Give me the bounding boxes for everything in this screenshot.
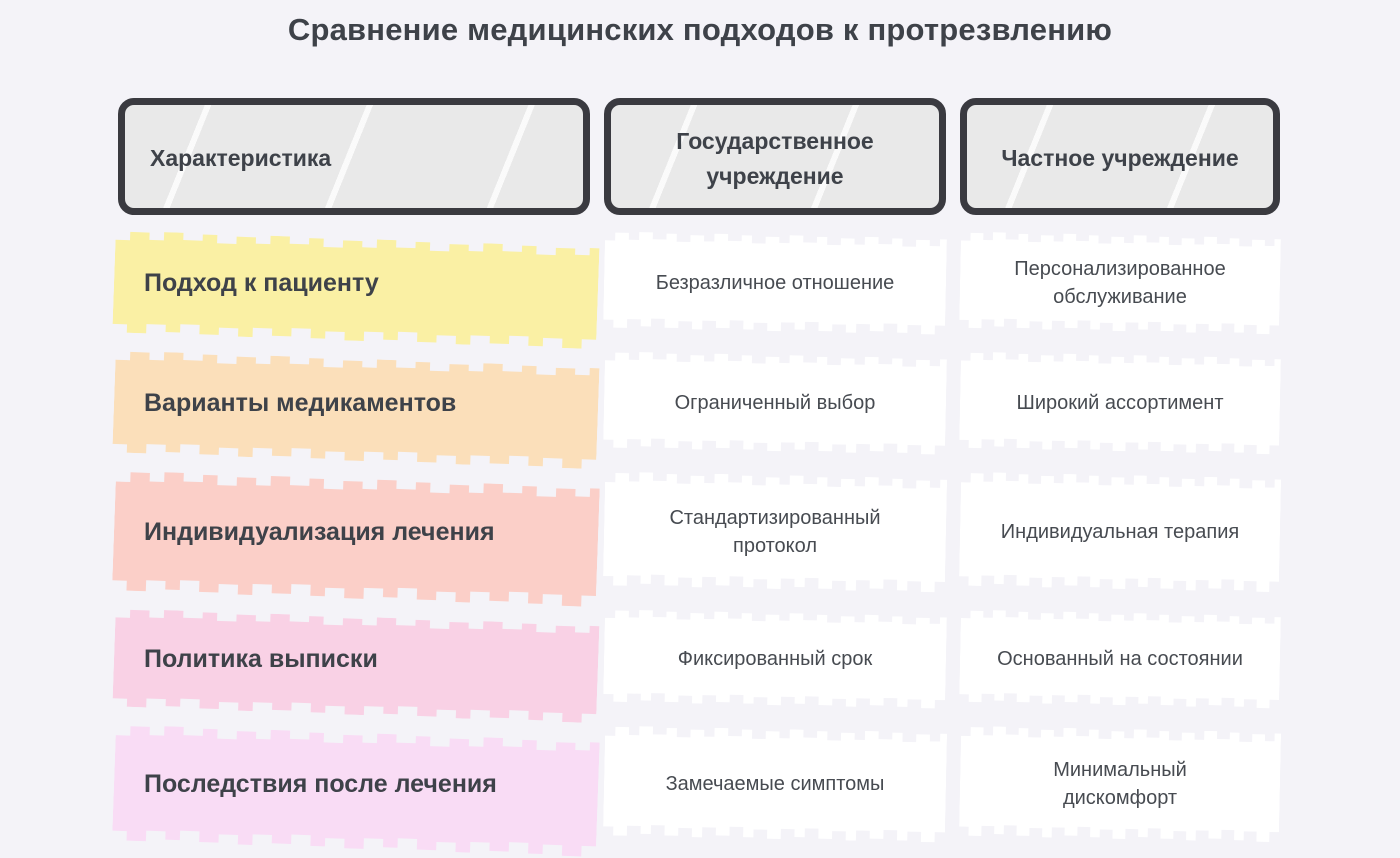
table-row-feature: Варианты медикаментов (118, 351, 590, 455)
cell-value: Ограниченный выбор (674, 391, 876, 414)
comparison-table: Характеристика Государственное учреждени… (118, 98, 1280, 843)
table-cell-state: Фиксированный срок (604, 609, 946, 709)
cell-value: Основанный на состоянии (997, 647, 1243, 670)
table-row-feature: Индивидуализация лечения (118, 471, 590, 593)
cell-value: Замечаемые симптомы (665, 772, 885, 795)
cell-value: Широкий ассортимент (1016, 391, 1224, 414)
feature-label: Политика выписки (144, 644, 378, 673)
cell-value: Минимальный дискомфорт (1053, 758, 1187, 809)
feature-label: Подход к пациенту (144, 268, 379, 297)
table-cell-private: Персонализированное обслуживание (960, 231, 1280, 335)
column-header-label: Государственное учреждение (676, 128, 874, 189)
table-cell-private: Минимальный дискомфорт (960, 725, 1280, 843)
table-row-feature: Последствия после лечения (118, 725, 590, 843)
cell-value: Персонализированное обслуживание (1014, 257, 1226, 308)
column-header-private-institution: Частное учреждение (960, 98, 1280, 215)
table-cell-state: Безразличное отношение (604, 231, 946, 335)
table-cell-state: Стандартизированный протокол (604, 471, 946, 593)
table-cell-private: Индивидуальная терапия (960, 471, 1280, 593)
table-row-feature: Политика выписки (118, 609, 590, 709)
cell-value: Стандартизированный протокол (669, 506, 881, 557)
column-header-characteristic: Характеристика (118, 98, 590, 215)
cell-value: Фиксированный срок (677, 647, 873, 670)
column-header-label: Частное учреждение (1001, 145, 1239, 172)
table-cell-private: Широкий ассортимент (960, 351, 1280, 455)
table-cell-state: Замечаемые симптомы (604, 725, 946, 843)
table-cell-state: Ограниченный выбор (604, 351, 946, 455)
page-title: Сравнение медицинских подходов к протрез… (287, 12, 1113, 47)
feature-label: Варианты медикаментов (144, 388, 457, 417)
cell-value: Безразличное отношение (655, 271, 895, 294)
cell-value: Индивидуальная терапия (1000, 520, 1240, 543)
feature-label: Последствия после лечения (144, 769, 497, 798)
column-header-label: Характеристика (150, 145, 332, 172)
table-row-feature: Подход к пациенту (118, 231, 590, 335)
feature-label: Индивидуализация лечения (144, 517, 495, 546)
column-header-state-institution: Государственное учреждение (604, 98, 946, 215)
table-cell-private: Основанный на состоянии (960, 609, 1280, 709)
